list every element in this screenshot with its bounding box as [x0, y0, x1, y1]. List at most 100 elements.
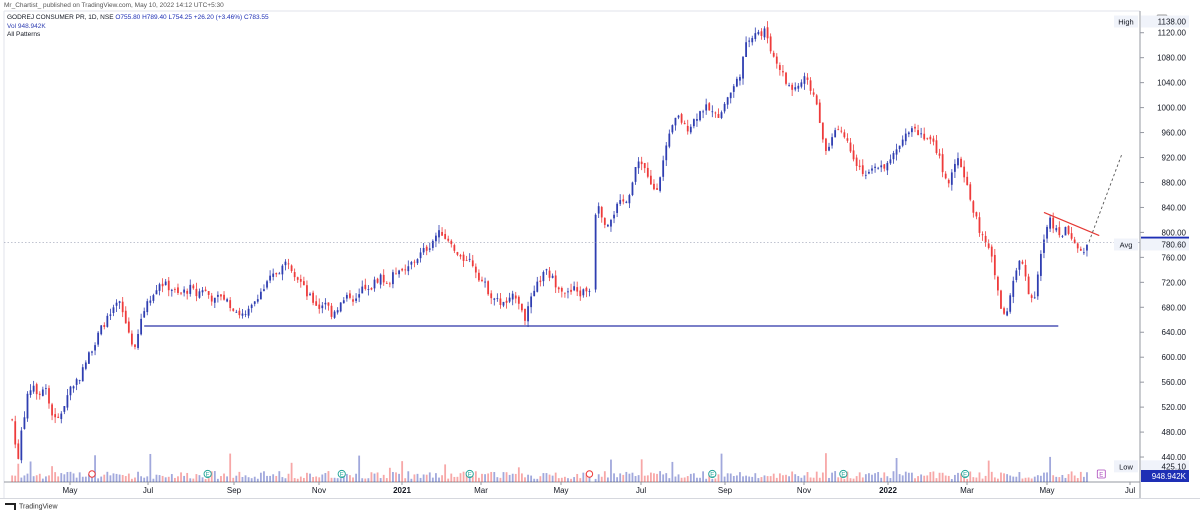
candle-body[interactable]: [828, 146, 830, 151]
candle-body[interactable]: [726, 97, 729, 105]
candle-body[interactable]: [997, 276, 999, 291]
candle-body[interactable]: [963, 166, 966, 178]
candle-body[interactable]: [355, 298, 357, 301]
candle-body[interactable]: [213, 297, 216, 303]
candle-body[interactable]: [345, 294, 348, 299]
candle-body[interactable]: [990, 246, 993, 257]
candle-body[interactable]: [530, 296, 533, 308]
candle-body[interactable]: [453, 245, 456, 251]
time-axis[interactable]: May Jul Sep Nov 2021 Mar May Jul Sep Nov 2022 Mar Ma…: [62, 482, 1135, 495]
candle-body[interactable]: [1049, 217, 1052, 229]
candle-body[interactable]: [425, 246, 428, 251]
candle-body[interactable]: [524, 308, 526, 321]
candle-body[interactable]: [533, 290, 536, 297]
candle-body[interactable]: [158, 284, 161, 291]
candle-body[interactable]: [705, 104, 708, 111]
candle-body[interactable]: [401, 268, 404, 271]
candle-body[interactable]: [778, 65, 781, 70]
candle-body[interactable]: [699, 111, 701, 121]
candle-body[interactable]: [957, 158, 959, 166]
candle-body[interactable]: [560, 288, 563, 292]
candle-body[interactable]: [134, 344, 136, 347]
candle-body[interactable]: [315, 301, 318, 306]
candle-body[interactable]: [435, 235, 437, 242]
candle-body[interactable]: [622, 199, 625, 202]
candle-body[interactable]: [481, 279, 483, 281]
candle-body[interactable]: [821, 122, 824, 140]
candle-body[interactable]: [677, 115, 680, 118]
candle-body[interactable]: [831, 137, 833, 146]
candle-body[interactable]: [312, 292, 314, 303]
candle-body[interactable]: [554, 275, 557, 288]
candle-body[interactable]: [720, 112, 723, 118]
indicator-row[interactable]: All Patterns: [7, 31, 41, 38]
candle-body[interactable]: [223, 294, 225, 300]
candle-body[interactable]: [20, 430, 23, 461]
candle-body[interactable]: [843, 132, 846, 138]
symbol-label[interactable]: GODREJ CONSUMER PR, 1D, NSE: [7, 14, 114, 21]
candle-body[interactable]: [511, 293, 514, 300]
candle-body[interactable]: [349, 293, 351, 298]
candle-body[interactable]: [646, 167, 649, 177]
candle-body[interactable]: [438, 230, 440, 238]
candle-body[interactable]: [745, 42, 747, 57]
candle-body[interactable]: [103, 325, 106, 327]
candle-body[interactable]: [895, 149, 898, 155]
candle-body[interactable]: [152, 295, 155, 301]
candle-body[interactable]: [35, 384, 38, 395]
candle-body[interactable]: [625, 201, 628, 203]
candle-body[interactable]: [975, 212, 978, 217]
candle-body[interactable]: [877, 167, 880, 169]
candle-body[interactable]: [567, 291, 569, 293]
candle-body[interactable]: [772, 52, 775, 57]
candle-body[interactable]: [754, 33, 757, 39]
candle-body[interactable]: [1015, 270, 1018, 281]
candle-body[interactable]: [1055, 228, 1058, 231]
candle-body[interactable]: [379, 274, 382, 285]
candle-body[interactable]: [422, 248, 425, 253]
candle-body[interactable]: [204, 289, 207, 291]
candle-body[interactable]: [1003, 308, 1005, 314]
candles[interactable]: [11, 21, 1088, 464]
candle-body[interactable]: [302, 281, 305, 286]
candle-body[interactable]: [210, 295, 213, 302]
candle-body[interactable]: [794, 87, 797, 90]
candle-body[interactable]: [29, 390, 32, 396]
candle-body[interactable]: [419, 252, 422, 259]
candle-body[interactable]: [407, 266, 410, 272]
candle-body[interactable]: [1006, 311, 1009, 316]
candle-body[interactable]: [545, 269, 548, 271]
candle-body[interactable]: [161, 283, 164, 287]
candle-body[interactable]: [837, 128, 840, 130]
candle-body[interactable]: [732, 86, 735, 92]
earnings-marker-icon[interactable]: [961, 469, 970, 479]
candle-body[interactable]: [388, 283, 391, 285]
candle-body[interactable]: [643, 163, 646, 169]
candle-body[interactable]: [597, 206, 600, 214]
earnings-upcoming-icon[interactable]: [1096, 469, 1106, 479]
candle-body[interactable]: [815, 95, 818, 105]
candle-body[interactable]: [456, 252, 459, 255]
candle-body[interactable]: [548, 270, 551, 278]
candle-body[interactable]: [66, 395, 69, 408]
candle-body[interactable]: [791, 84, 794, 90]
candle-body[interactable]: [938, 153, 941, 156]
candle-body[interactable]: [748, 40, 751, 42]
candle-body[interactable]: [367, 289, 370, 290]
candle-body[interactable]: [551, 275, 554, 278]
candle-body[interactable]: [702, 111, 704, 113]
candle-body[interactable]: [278, 273, 281, 275]
candle-body[interactable]: [48, 388, 50, 404]
candle-body[interactable]: [465, 260, 468, 261]
candle-body[interactable]: [428, 248, 431, 250]
candle-body[interactable]: [978, 217, 981, 233]
earnings-marker-icon[interactable]: [708, 469, 717, 479]
candle-body[interactable]: [57, 416, 60, 418]
candle-body[interactable]: [253, 301, 256, 304]
candle-body[interactable]: [100, 325, 103, 335]
candle-body[interactable]: [668, 133, 671, 147]
candle-body[interactable]: [960, 158, 962, 168]
candle-body[interactable]: [174, 289, 176, 290]
candle-body[interactable]: [653, 183, 655, 190]
